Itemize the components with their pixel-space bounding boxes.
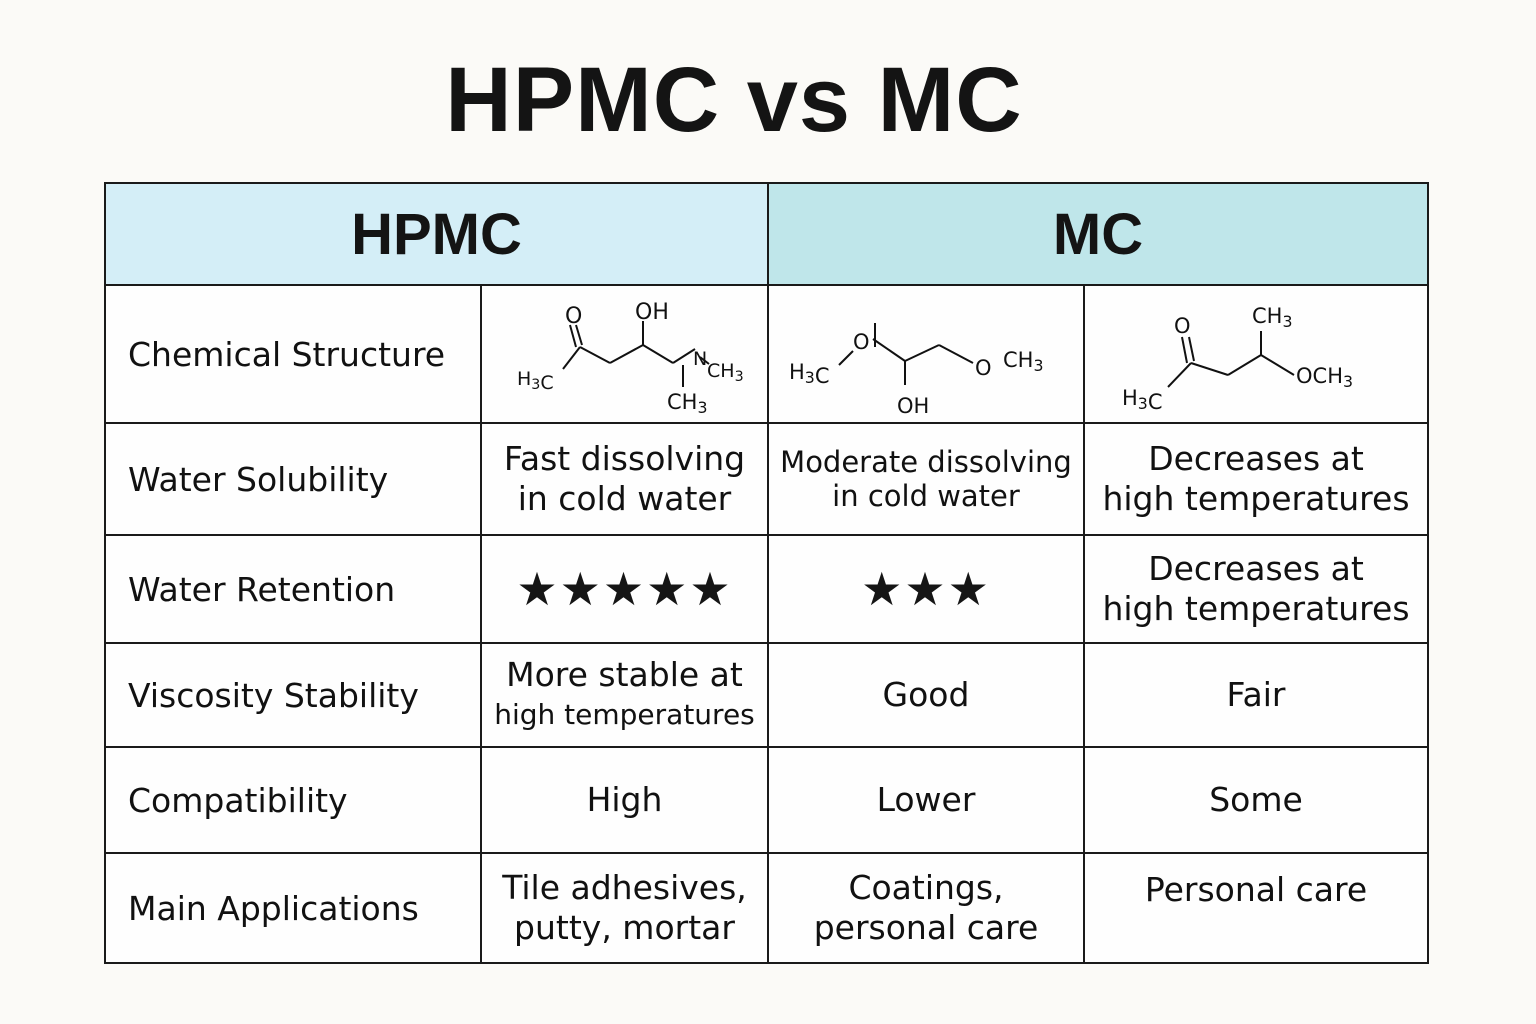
cell-line: Tile adhesives,: [502, 868, 747, 907]
cell-line: Fast dissolving: [503, 439, 746, 478]
atom-o: O: [1174, 314, 1191, 338]
atom-h3c: H3C: [517, 368, 554, 394]
table-row-applications: Main Applications Tile adhesives, putty,…: [104, 852, 1430, 964]
solubility-mc-2: Decreases at high temperatures: [1082, 422, 1430, 536]
hpmc-structure-diagram: O OH H3C N CH3 CH3: [517, 300, 744, 417]
table-row-viscosity: Viscosity Stability More stable at high …: [104, 642, 1430, 748]
row-label-solubility: Water Solubility: [104, 422, 482, 536]
retention-mc-1-stars: ★★★: [767, 534, 1085, 644]
atom-ch3: CH3: [1252, 304, 1293, 331]
row-label-applications: Main Applications: [104, 852, 482, 964]
retention-hpmc-stars: ★★★★★: [480, 534, 769, 644]
comparison-table: HPMC MC Chemical Structure: [104, 182, 1430, 964]
cell-line: putty, mortar: [514, 908, 735, 947]
star-icon: ★: [646, 562, 690, 616]
header-row: HPMC MC: [104, 182, 1430, 286]
page-title: HPMC vs MC: [445, 49, 1023, 151]
atom-oh: OH: [635, 300, 669, 325]
mc-structure-diagram-1: H3C O OH O CH3: [789, 323, 1044, 418]
structure-hpmc: O OH H3C N CH3 CH3: [480, 284, 769, 424]
compatibility-mc-1: Lower: [767, 746, 1085, 854]
atom-ch3-a: CH3: [707, 360, 744, 385]
atom-ch3-b: CH3: [667, 390, 708, 417]
star-icon: ★: [559, 562, 603, 616]
row-label-retention: Water Retention: [104, 534, 482, 644]
viscosity-mc-2: Fair: [1082, 642, 1430, 748]
applications-hpmc: Tile adhesives, putty, mortar: [480, 852, 769, 964]
star-icon: ★: [516, 562, 560, 616]
star-icon: ★: [602, 562, 647, 616]
atom-oh: OH: [897, 394, 929, 418]
atom-h3c: H3C: [1122, 386, 1163, 414]
column-header-mc: MC: [766, 182, 1430, 286]
retention-mc-2: Decreases at high temperatures: [1082, 534, 1430, 644]
table-row-compatibility: Compatibility High Lower Some: [104, 746, 1430, 854]
table-row-retention: Water Retention ★★★★★ ★★★ Decreases at h…: [104, 534, 1430, 644]
star-icon: ★: [904, 562, 948, 616]
cell-line: high temperatures: [1102, 479, 1410, 518]
atom-o-1: O: [853, 330, 870, 354]
cell-line: high temperatures: [494, 698, 755, 731]
star-icon: ★: [861, 562, 905, 616]
compatibility-mc-2: Some: [1082, 746, 1430, 854]
cell-line: personal care: [813, 908, 1039, 947]
structure-mc-1: H3C O OH O CH3: [767, 284, 1085, 424]
mc-structure-diagram-2: O CH3 H3C OCH3: [1122, 304, 1353, 414]
solubility-mc-1: Moderate dissolving in cold water: [767, 422, 1085, 536]
atom-o: O: [565, 304, 582, 329]
row-label-compatibility: Compatibility: [104, 746, 482, 854]
row-label-structure: Chemical Structure: [104, 284, 482, 424]
viscosity-mc-1: Good: [767, 642, 1085, 748]
cell-line: Decreases at: [1148, 549, 1364, 588]
structure-mc-2: O CH3 H3C OCH3: [1082, 284, 1430, 424]
atom-o-2: O: [975, 356, 992, 380]
cell-line: high temperatures: [1102, 589, 1410, 628]
cell-line: Moderate dissolving: [780, 445, 1072, 479]
atom-n: N: [693, 348, 707, 370]
viscosity-hpmc: More stable at high temperatures: [480, 642, 769, 748]
cell-line: Decreases at: [1148, 439, 1364, 478]
atom-h3c: H3C: [789, 360, 830, 388]
table-row-solubility: Water Solubility Fast dissolving in cold…: [104, 422, 1430, 536]
table-row-structure: Chemical Structure O OH: [104, 284, 1430, 424]
applications-mc-2: Personal care: [1082, 852, 1430, 964]
solubility-hpmc: Fast dissolving in cold water: [480, 422, 769, 536]
atom-och3: OCH3: [1296, 364, 1353, 391]
applications-mc-1: Coatings, personal care: [767, 852, 1085, 964]
cell-line: in cold water: [832, 479, 1020, 513]
column-header-hpmc: HPMC: [104, 182, 769, 286]
cell-line: More stable at: [506, 655, 743, 694]
cell-line: in cold water: [517, 479, 732, 518]
cell-line: Coatings,: [848, 868, 1004, 907]
star-icon: ★: [689, 562, 733, 616]
row-label-viscosity: Viscosity Stability: [104, 642, 482, 748]
compatibility-hpmc: High: [480, 746, 769, 854]
atom-ch3: CH3: [1003, 348, 1044, 375]
star-icon: ★: [947, 562, 991, 616]
